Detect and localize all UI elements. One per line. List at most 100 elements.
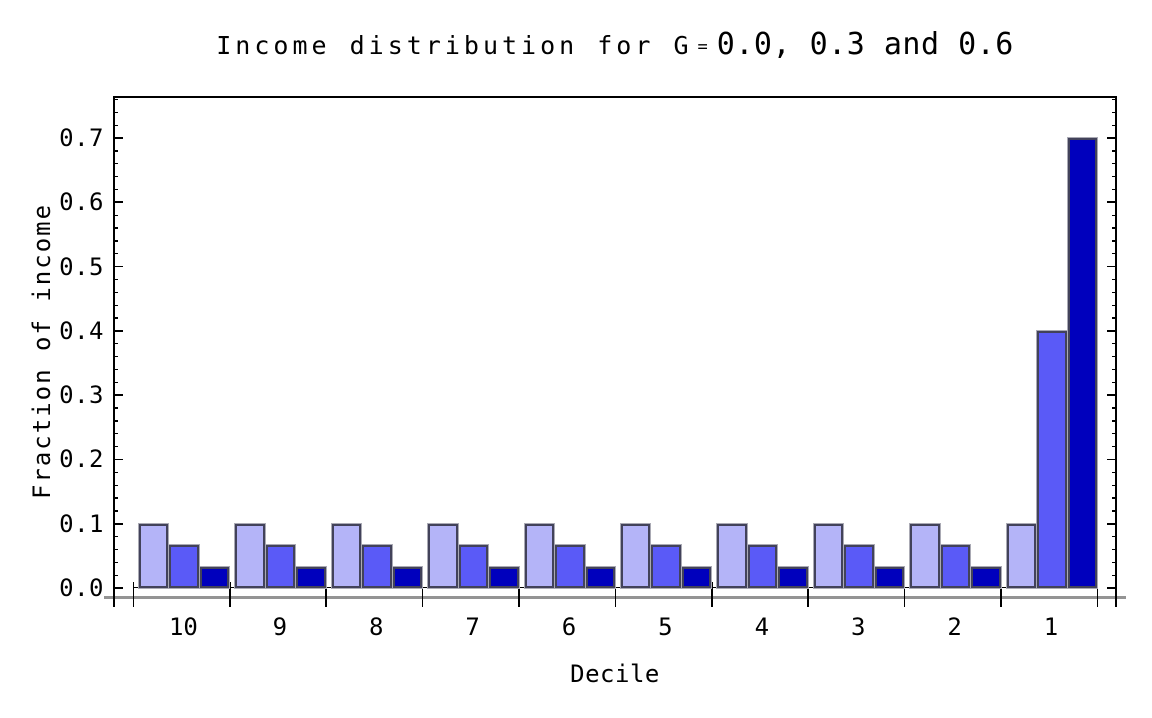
bar-0.6-decile-6 bbox=[585, 566, 615, 588]
y-axis-minor-tick bbox=[113, 368, 118, 371]
chart-title-values: 0.0, 0.3 and 0.6 bbox=[716, 27, 1014, 62]
bar-0.0-decile-6 bbox=[524, 523, 554, 588]
y-axis-minor-tick bbox=[113, 291, 118, 293]
y-axis-minor-tick-right bbox=[1112, 214, 1117, 216]
y-axis-major-tick-right bbox=[1107, 265, 1117, 268]
y-axis-minor-tick bbox=[113, 111, 118, 113]
x-axis-tick bbox=[228, 582, 231, 607]
y-axis-major-tick bbox=[113, 329, 123, 332]
bar-0.0-decile-7 bbox=[428, 523, 458, 588]
y-axis-minor-tick bbox=[113, 188, 118, 191]
y-axis-major-tick-right bbox=[1107, 201, 1117, 204]
plot-area bbox=[104, 96, 1126, 607]
bar-0.3-decile-1 bbox=[1037, 330, 1067, 588]
y-axis-tick-label: 0.1 bbox=[59, 509, 104, 538]
y-axis-minor-tick bbox=[113, 150, 118, 152]
y-axis-minor-tick-right bbox=[1112, 471, 1117, 473]
x-axis-tick-label: 7 bbox=[465, 613, 480, 641]
bar-0.6-decile-3 bbox=[874, 566, 905, 588]
y-axis-minor-tick bbox=[113, 471, 118, 473]
y-axis-minor-tick-right bbox=[1112, 574, 1117, 576]
bar-0.6-decile-4 bbox=[778, 566, 808, 588]
y-axis-minor-tick-right bbox=[1112, 407, 1117, 409]
y-axis-minor-tick-right bbox=[1112, 343, 1117, 345]
y-axis-minor-tick bbox=[113, 561, 118, 563]
bar-0.6-decile-9 bbox=[296, 566, 326, 588]
y-axis-minor-tick bbox=[113, 227, 118, 229]
y-axis-minor-tick-right bbox=[1112, 98, 1117, 101]
x-axis-tick bbox=[1096, 582, 1099, 607]
y-axis-tick-label: 0.2 bbox=[59, 445, 104, 474]
y-axis-minor-tick-right bbox=[1112, 175, 1117, 178]
bar-0.0-decile-1 bbox=[1006, 523, 1036, 588]
y-axis-minor-tick bbox=[113, 175, 118, 178]
y-axis-minor-tick-right bbox=[1112, 227, 1117, 229]
y-axis-major-tick bbox=[113, 137, 123, 139]
y-axis-minor-tick bbox=[113, 420, 118, 422]
y-axis-major-tick-right bbox=[1107, 522, 1117, 525]
y-axis-minor-tick bbox=[113, 381, 118, 383]
y-axis-minor-tick-right bbox=[1112, 124, 1117, 126]
y-axis-minor-tick bbox=[113, 445, 118, 448]
y-axis-minor-tick-right bbox=[1112, 188, 1117, 191]
y-axis-minor-tick bbox=[113, 240, 118, 242]
x-axis-tick bbox=[710, 582, 713, 607]
x-axis-tick bbox=[325, 582, 328, 607]
y-axis-minor-tick-right bbox=[1112, 111, 1117, 113]
x-axis-tick bbox=[132, 582, 135, 607]
y-axis-minor-tick bbox=[113, 510, 118, 512]
y-axis-major-tick bbox=[113, 394, 123, 397]
bar-0.6-decile-8 bbox=[392, 566, 423, 588]
y-axis-minor-tick-right bbox=[1112, 497, 1117, 499]
chart-title: Income distribution for G = 0.0, 0.3 and 0… bbox=[113, 27, 1117, 62]
y-axis-tick-label: 0.0 bbox=[59, 574, 104, 602]
y-axis-tick-label: 0.6 bbox=[59, 188, 104, 217]
y-axis-minor-tick bbox=[113, 124, 118, 126]
y-axis-minor-tick-right bbox=[1112, 150, 1117, 152]
bar-0.0-decile-8 bbox=[331, 523, 362, 588]
y-axis-minor-tick-right bbox=[1112, 510, 1117, 512]
y-axis-major-tick-right bbox=[1107, 329, 1117, 332]
x-axis-tick-label: 3 bbox=[850, 613, 866, 641]
x-axis-tick-label: 2 bbox=[947, 613, 962, 641]
y-axis-minor-tick-right bbox=[1112, 535, 1117, 538]
x-axis-tick-label: 1 bbox=[1043, 613, 1059, 641]
y-axis-minor-tick bbox=[113, 253, 118, 255]
x-axis-tick bbox=[1000, 582, 1002, 607]
y-axis-minor-tick-right bbox=[1112, 304, 1117, 306]
y-axis-tick-label: 0.3 bbox=[59, 381, 104, 410]
chart-title-text: Income distribution for G bbox=[216, 31, 693, 60]
bar-0.6-decile-7 bbox=[489, 566, 519, 588]
y-axis-minor-tick-right bbox=[1112, 445, 1117, 448]
x-axis-title: Decile bbox=[570, 660, 660, 688]
bar-0.3-decile-5 bbox=[651, 545, 681, 588]
y-axis-major-tick bbox=[113, 201, 123, 204]
y-axis-minor-tick bbox=[113, 548, 118, 551]
y-axis-minor-tick bbox=[113, 574, 118, 576]
bar-0.6-decile-2 bbox=[971, 566, 1001, 588]
y-axis-minor-tick bbox=[113, 407, 118, 409]
y-axis-minor-tick bbox=[113, 343, 118, 345]
bar-0.6-decile-5 bbox=[681, 566, 712, 588]
bar-0.3-decile-10 bbox=[169, 545, 199, 588]
x-axis-tick bbox=[518, 582, 520, 607]
y-axis-minor-tick-right bbox=[1112, 253, 1117, 255]
y-axis-minor-tick-right bbox=[1112, 368, 1117, 371]
y-axis-minor-tick-right bbox=[1112, 548, 1117, 551]
bar-0.3-decile-8 bbox=[362, 545, 392, 588]
y-axis-major-tick bbox=[113, 522, 123, 525]
y-axis-minor-tick bbox=[113, 497, 118, 499]
bar-0.3-decile-6 bbox=[555, 545, 585, 588]
y-axis-minor-tick-right bbox=[1112, 291, 1117, 293]
bar-0.0-decile-4 bbox=[717, 523, 747, 588]
x-axis-tick bbox=[421, 582, 424, 607]
y-axis-major-tick-right bbox=[1107, 587, 1117, 589]
y-axis-minor-tick bbox=[113, 355, 118, 358]
x-axis-tick bbox=[807, 582, 810, 607]
bar-0.6-decile-10 bbox=[199, 566, 230, 588]
y-axis-minor-tick-right bbox=[1112, 433, 1117, 435]
bar-0.3-decile-7 bbox=[458, 545, 489, 588]
y-axis-minor-tick bbox=[113, 317, 118, 319]
bar-0.3-decile-2 bbox=[940, 545, 971, 588]
x-axis-tick-label: 8 bbox=[368, 613, 384, 641]
